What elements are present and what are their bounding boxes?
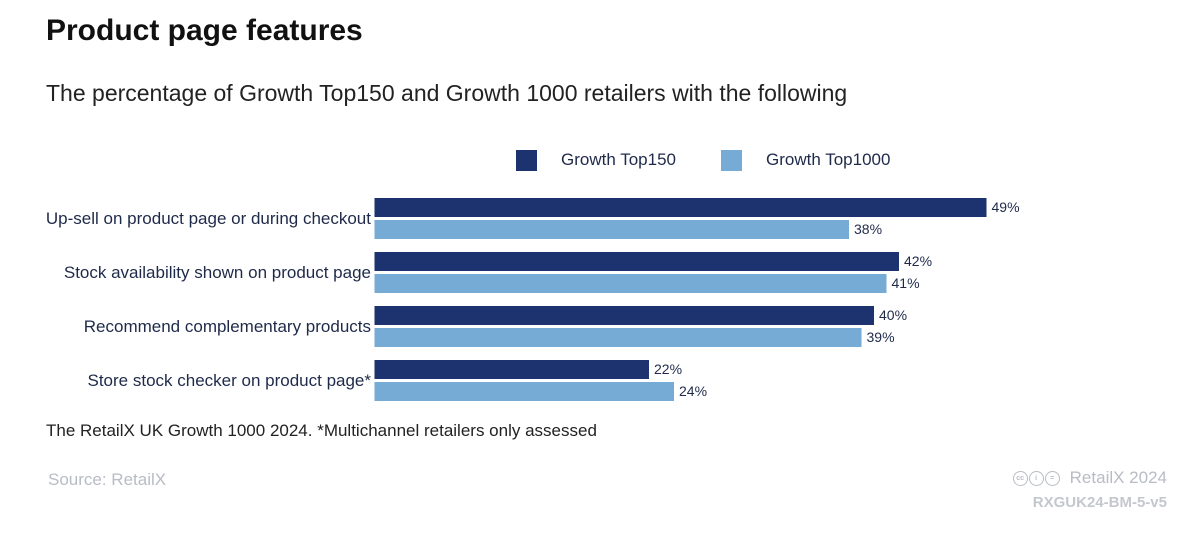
category-4-label: Store stock checker on product page* bbox=[88, 371, 372, 390]
by-icon: i bbox=[1028, 470, 1044, 486]
category-2-label: Stock availability shown on product page bbox=[64, 263, 371, 282]
legend-item-growth-top150: Growth Top150 bbox=[516, 148, 676, 172]
data-label-growth-top150-3: 40% bbox=[879, 307, 907, 323]
chart-code: RXGUK24-BM-5-v5 bbox=[1032, 494, 1167, 511]
data-label-growth-top1000-2: 41% bbox=[892, 275, 920, 291]
category-3-label: Recommend complementary products bbox=[84, 317, 371, 336]
legend-item-growth-top1000: Growth Top1000 bbox=[721, 148, 890, 172]
data-label-growth-top150-2: 42% bbox=[904, 253, 932, 269]
chart-title: Product page features bbox=[46, 14, 363, 47]
data-label-growth-top1000-4: 24% bbox=[679, 383, 707, 399]
cc-icon: cc bbox=[1012, 470, 1028, 486]
bar-growth-top1000-3 bbox=[374, 328, 862, 347]
brand-name: RetailX 2024 bbox=[1069, 468, 1167, 487]
license-icons: cc i = bbox=[1012, 470, 1060, 486]
bar-growth-top150-2 bbox=[374, 252, 899, 271]
brand: cc i = RetailX 2024 bbox=[1012, 468, 1167, 488]
bar-growth-top1000-1 bbox=[374, 220, 849, 239]
bar-growth-top150-3 bbox=[374, 306, 874, 325]
source-text: Source: RetailX bbox=[48, 470, 167, 489]
data-label-growth-top1000-1: 38% bbox=[854, 221, 882, 237]
bar-growth-top1000-4 bbox=[374, 382, 674, 401]
category-1-label: Up-sell on product page or during checko… bbox=[46, 209, 371, 228]
legend-label-growth-top150: Growth Top150 bbox=[561, 150, 676, 169]
bar-chart: Up-sell on product page or during checko… bbox=[46, 192, 1020, 407]
data-label-growth-top1000-3: 39% bbox=[867, 329, 895, 345]
bar-growth-top150-4 bbox=[374, 360, 649, 379]
legend-label-growth-top1000: Growth Top1000 bbox=[766, 150, 891, 169]
chart-subtitle: The percentage of Growth Top150 and Grow… bbox=[46, 80, 848, 106]
data-label-growth-top150-4: 22% bbox=[654, 361, 682, 377]
bar-growth-top150-1 bbox=[374, 198, 987, 217]
legend-swatch-growth-top150 bbox=[516, 149, 537, 171]
data-label-growth-top150-1: 49% bbox=[992, 199, 1020, 215]
nd-icon: = bbox=[1044, 470, 1060, 486]
legend-swatch-growth-top1000 bbox=[721, 149, 742, 171]
footnote: The RetailX UK Growth 1000 2024. *Multic… bbox=[46, 421, 597, 440]
bar-growth-top1000-2 bbox=[374, 274, 887, 293]
